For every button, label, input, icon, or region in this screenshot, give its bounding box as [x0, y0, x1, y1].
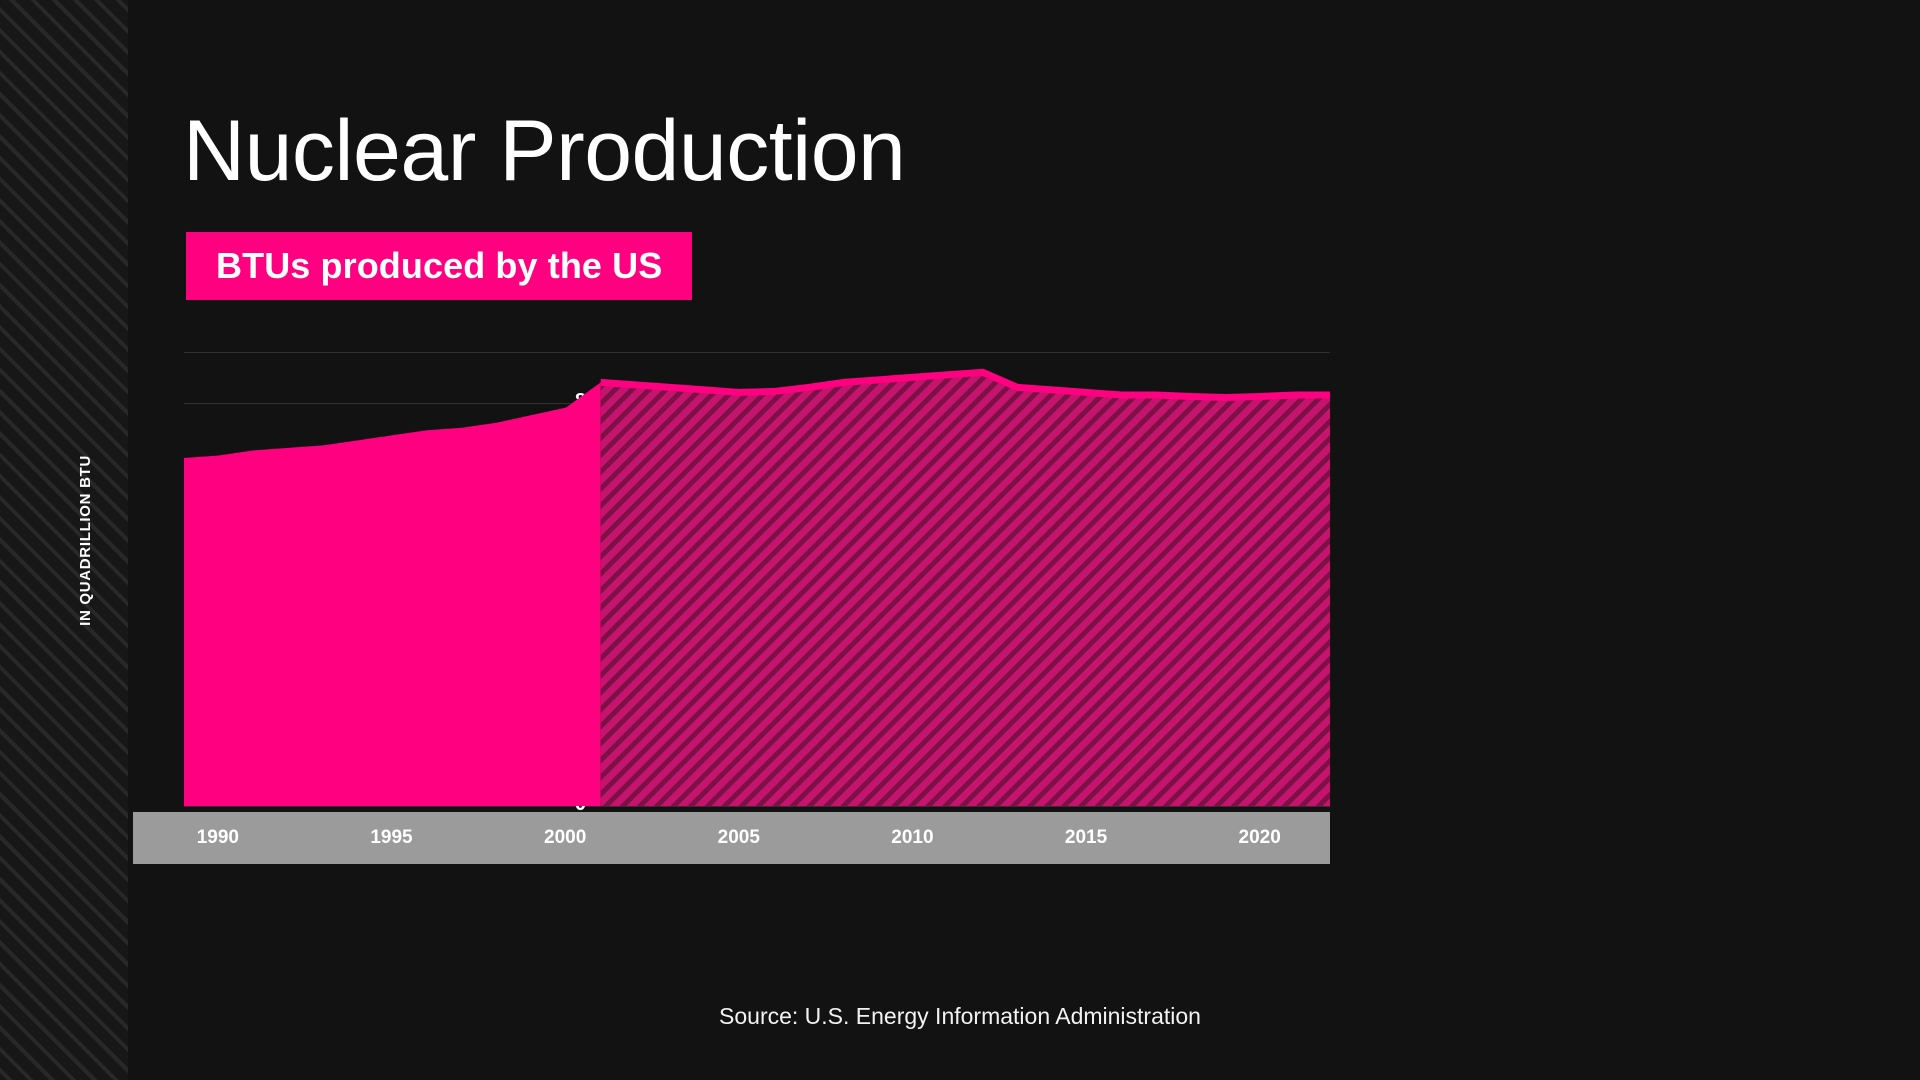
slide-stage: Nuclear Production BTUs produced by the …: [0, 0, 1920, 1080]
x-axis-tick-label: 1990: [197, 812, 239, 864]
x-axis-tick-label: 2000: [544, 812, 586, 864]
x-axis-tick-label: 2015: [1065, 812, 1107, 864]
x-axis-tick-label: 2005: [718, 812, 760, 864]
chart-plot-area: [184, 342, 1330, 806]
y-axis-title: IN QUADRILLION BTU: [70, 0, 100, 1080]
y-axis-title-label: IN QUADRILLION BTU: [77, 455, 94, 626]
x-axis-tick-label: 2020: [1239, 812, 1281, 864]
x-axis-tick-label: 2010: [891, 812, 933, 864]
x-axis-band: 1990 1995 2000 2005 2010 2015 2020: [133, 812, 1330, 864]
subtitle-text: BTUs produced by the US: [216, 245, 662, 287]
page-title: Nuclear Production: [183, 108, 905, 194]
gridline: [184, 806, 1330, 807]
area-chart-svg: [184, 342, 1330, 806]
x-axis-tick-label: 1995: [370, 812, 412, 864]
source-caption: Source: U.S. Energy Information Administ…: [0, 1003, 1920, 1030]
subtitle-banner: BTUs produced by the US: [186, 232, 692, 300]
